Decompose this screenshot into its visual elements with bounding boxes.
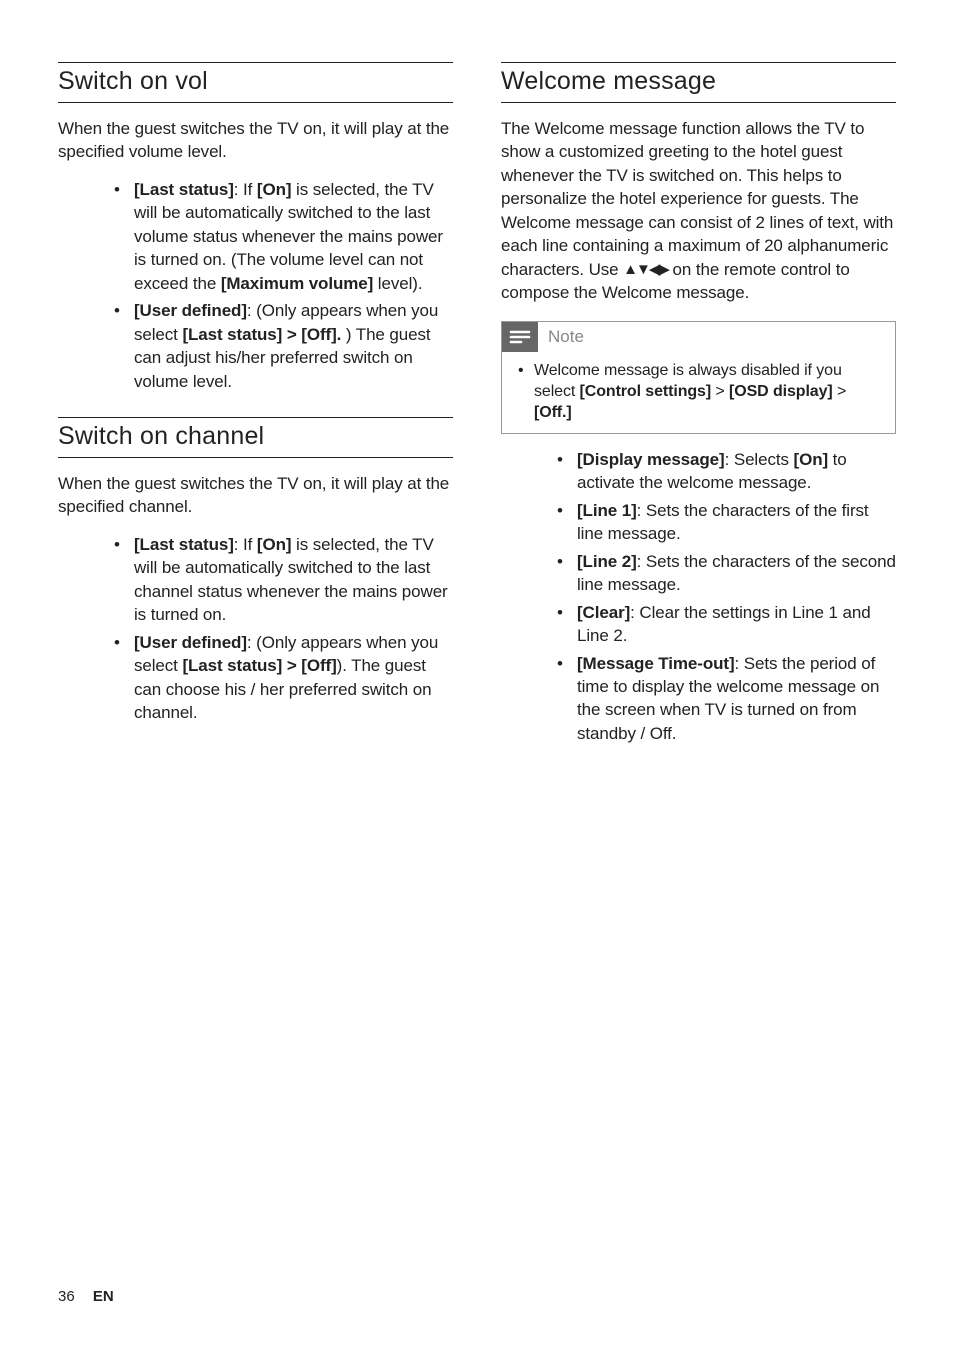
option-label: [User defined]: [134, 301, 247, 320]
list-item: [Last status]: If [On] is selected, the …: [114, 178, 453, 295]
note-item: Welcome message is always disabled if yo…: [518, 360, 885, 423]
text: level).: [373, 274, 422, 293]
note-box: Note Welcome message is always disabled …: [501, 321, 896, 434]
option-label: [User defined]: [134, 633, 247, 652]
text: >: [711, 383, 729, 400]
arrow-keys-icon: ▲▼◀▶: [623, 260, 668, 281]
option-label: [Display message]: [577, 450, 725, 469]
option-value: [Control settings]: [580, 383, 712, 400]
note-label: Note: [538, 327, 584, 347]
page-number: 36: [58, 1288, 75, 1305]
heading-switch-on-vol: Switch on vol: [58, 62, 453, 103]
option-value: [Last status] > [Off].: [182, 325, 341, 344]
option-value: [Maximum volume]: [221, 274, 373, 293]
option-value: [OSD display]: [729, 383, 833, 400]
page-language: EN: [93, 1288, 114, 1305]
note-list: Welcome message is always disabled if yo…: [512, 360, 885, 423]
list-item: [Message Time-out]: Sets the period of t…: [557, 652, 896, 746]
text: : If: [234, 535, 257, 554]
intro-switch-on-vol: When the guest switches the TV on, it wi…: [58, 117, 453, 164]
text: The Welcome message function allows the …: [501, 119, 893, 279]
option-label: [Line 1]: [577, 501, 637, 520]
option-value: [On]: [794, 450, 829, 469]
option-label: [Line 2]: [577, 552, 637, 571]
note-icon: [502, 322, 538, 352]
text: : Selects: [725, 450, 794, 469]
list-item: [Line 2]: Sets the characters of the sec…: [557, 550, 896, 597]
list-item: [User defined]: (Only appears when you s…: [114, 299, 453, 393]
option-value: [On]: [257, 535, 292, 554]
left-column: Switch on vol When the guest switches th…: [58, 62, 453, 759]
note-header: Note: [502, 322, 895, 352]
option-label: [Clear]: [577, 603, 630, 622]
list-item: [User defined]: (Only appears when you s…: [114, 631, 453, 725]
option-label: [Last status]: [134, 180, 234, 199]
option-label: [Message Time-out]: [577, 654, 735, 673]
list-welcome-message: [Display message]: Selects [On] to activ…: [501, 448, 896, 745]
list-item: [Line 1]: Sets the characters of the fir…: [557, 499, 896, 546]
list-switch-on-vol: [Last status]: If [On] is selected, the …: [58, 178, 453, 393]
page-footer: 36 EN: [58, 1288, 114, 1305]
right-column: Welcome message The Welcome message func…: [501, 62, 896, 759]
list-item: [Last status]: If [On] is selected, the …: [114, 533, 453, 627]
note-body: Welcome message is always disabled if yo…: [502, 352, 895, 433]
list-item: [Display message]: Selects [On] to activ…: [557, 448, 896, 495]
heading-switch-on-channel: Switch on channel: [58, 417, 453, 458]
page-columns: Switch on vol When the guest switches th…: [58, 62, 896, 759]
intro-welcome-message: The Welcome message function allows the …: [501, 117, 896, 305]
option-value: [On]: [257, 180, 292, 199]
text: : If: [234, 180, 257, 199]
option-value: [Off.]: [534, 404, 572, 421]
intro-switch-on-channel: When the guest switches the TV on, it wi…: [58, 472, 453, 519]
heading-welcome-message: Welcome message: [501, 62, 896, 103]
list-item: [Clear]: Clear the settings in Line 1 an…: [557, 601, 896, 648]
option-value: [Last status] > [Off]: [182, 656, 336, 675]
option-label: [Last status]: [134, 535, 234, 554]
text: >: [833, 383, 847, 400]
list-switch-on-channel: [Last status]: If [On] is selected, the …: [58, 533, 453, 725]
